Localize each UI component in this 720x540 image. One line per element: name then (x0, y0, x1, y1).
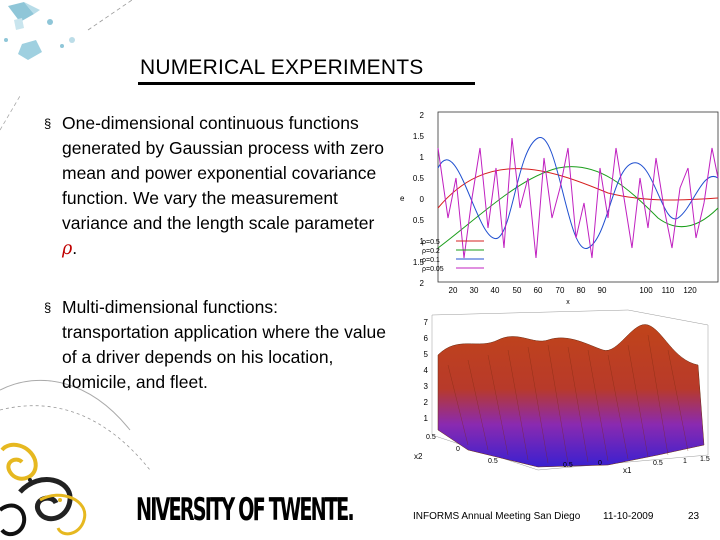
bullet-marker: § (44, 300, 52, 315)
legend-label: ρ=0.05 (422, 266, 444, 273)
x1-tick: 0 (598, 460, 602, 467)
x-tick: 70 (556, 286, 565, 295)
y-tick: 2 (420, 279, 425, 288)
x-tick: 40 (491, 286, 500, 295)
rho-symbol: ρ (62, 239, 73, 259)
x2-ticks: 0.5 0 0.5 (426, 434, 498, 465)
x-tick: 120 (683, 286, 697, 295)
value-surface-plot: 7 6 5 4 3 2 1 0.5 0 0.5 x2 0.5 0 0.5 1 1… (414, 309, 710, 475)
x-axis-label: x (566, 299, 570, 306)
z-tick: 6 (424, 334, 429, 343)
z-tick: 7 (424, 318, 429, 327)
x1-tick: 0.5 (563, 462, 573, 469)
z-tick: 3 (424, 382, 429, 391)
title-underline (138, 82, 475, 85)
bullet-text: One-dimensional continuous functions gen… (62, 111, 392, 262)
x2-tick: 0.5 (488, 458, 498, 465)
y-ticks: 2 1.5 1 0.5 0 0.5 1 1.5 2 (413, 111, 425, 288)
left-gray-swoosh (0, 379, 151, 471)
footer-page-number: 23 (688, 511, 700, 522)
z-tick: 5 (424, 350, 429, 359)
x-tick: 60 (534, 286, 543, 295)
x-tick: 90 (598, 286, 607, 295)
university-logo: NIVERSITY OF TWENTE. (136, 492, 355, 528)
y-tick: 2 (420, 111, 425, 120)
y-tick: 1 (420, 153, 425, 162)
legend-label: ρ=0.5 (422, 239, 440, 246)
bullet-marker: § (44, 116, 52, 131)
top-left-crystal-graphic (0, 0, 133, 131)
z-ticks: 7 6 5 4 3 2 1 (424, 318, 429, 423)
x1-axis-label: x1 (623, 466, 632, 475)
y-tick: 0.5 (413, 174, 425, 183)
series-rho-0.2-line (437, 166, 719, 249)
footer-date: 11-10-2009 (603, 511, 654, 522)
legend: ρ=0.5 ρ=0.2 ρ=0.1 ρ=0.05 (422, 239, 484, 273)
legend-label: ρ=0.1 (422, 257, 440, 264)
plot-frame (437, 111, 719, 283)
x1-tick: 1.5 (700, 456, 710, 463)
x1-ticks: 0.5 0 0.5 1 1.5 (563, 456, 710, 469)
x-tick: 80 (577, 286, 586, 295)
x1-tick: 1 (683, 458, 687, 465)
z-tick: 2 (424, 398, 429, 407)
bottom-left-swirl-graphic (0, 442, 87, 537)
bullet-text-suffix: . (72, 238, 78, 258)
x-tick: 50 (513, 286, 522, 295)
x-tick: 30 (470, 286, 479, 295)
slide-title: NUMERICAL EXPERIMENTS (140, 56, 424, 79)
bullet-text-main: One-dimensional continuous functions gen… (62, 113, 384, 233)
x-ticks: 20 30 40 50 60 70 80 90 100 110 120 (449, 286, 698, 295)
footer-event: INFORMS Annual Meeting San Diego (413, 511, 581, 522)
x-tick: 110 (662, 286, 675, 295)
x-tick: 20 (449, 286, 458, 295)
series-rho-0.5-line (437, 168, 719, 209)
y-tick: 0.5 (413, 216, 425, 225)
x2-tick: 0.5 (426, 434, 436, 441)
series-rho-0.05-line (437, 137, 719, 259)
x1-tick: 0.5 (653, 460, 663, 467)
gaussian-process-line-plot: e 2 1.5 1 0.5 0 0.5 1 1.5 2 20 30 40 50 … (400, 111, 719, 306)
y-axis-label: e (400, 194, 405, 203)
z-tick: 4 (424, 366, 429, 375)
bullet-text: Multi-dimensional functions: transportat… (62, 297, 386, 392)
surface-mesh-lines (447, 334, 689, 464)
y-tick: 1.5 (413, 258, 425, 267)
x-tick: 100 (639, 286, 653, 295)
y-tick: 0 (420, 195, 425, 204)
x2-axis-label: x2 (414, 452, 423, 461)
y-tick: 1.5 (413, 132, 425, 141)
legend-label: ρ=0.2 (422, 248, 440, 255)
z-tick: 1 (424, 414, 429, 423)
surface-body (437, 324, 705, 468)
x2-tick: 0 (456, 446, 460, 453)
y-tick: 1 (420, 237, 425, 246)
